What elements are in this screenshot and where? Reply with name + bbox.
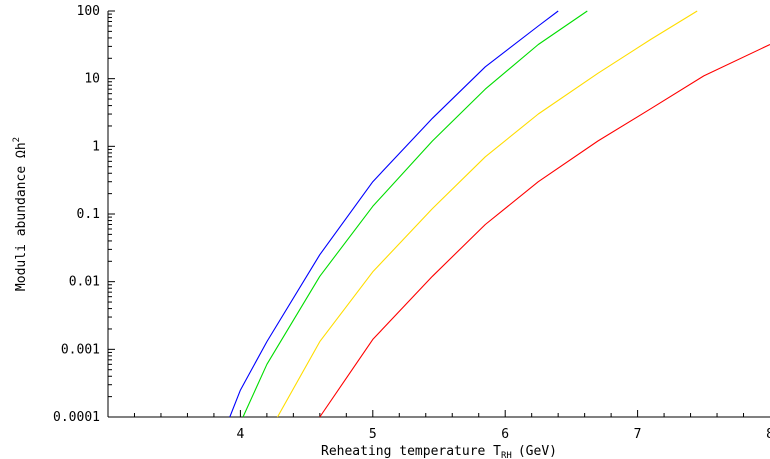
x-tick-label: 5 — [369, 427, 377, 442]
x-axis-label-unit: (GeV) — [518, 444, 557, 459]
y-axis-label-superscript: 2 — [12, 137, 22, 142]
x-axis-label-subscript: RH — [501, 451, 512, 459]
x-axis-label: Reheating temperature TRH (GeV) — [321, 444, 557, 459]
series-line — [277, 10, 698, 418]
x-tick-label: 8 — [766, 427, 770, 442]
series-group — [229, 10, 770, 418]
y-tick-label: 10 — [84, 72, 100, 87]
x-tick-label: 6 — [501, 427, 509, 442]
x-tick-label: 4 — [236, 427, 244, 442]
y-tick-label: 0.01 — [69, 275, 100, 290]
y-tick-label: 100 — [77, 4, 100, 19]
y-tick-label: 0.0001 — [53, 410, 100, 425]
y-tick-label: 1 — [92, 139, 100, 154]
y-tick-label: 0.001 — [61, 342, 100, 357]
series-line — [319, 44, 770, 418]
y-axis-label: Moduli abundance Ωh2 — [12, 137, 29, 291]
x-tick-label: 7 — [634, 427, 642, 442]
series-line — [229, 10, 559, 418]
tick-group: 4 5 6 7 8 0.0001 0.001 0.01 0.1 1 10 100 — [53, 4, 770, 442]
series-line — [242, 10, 588, 418]
y-tick-label: 0.1 — [77, 207, 100, 222]
